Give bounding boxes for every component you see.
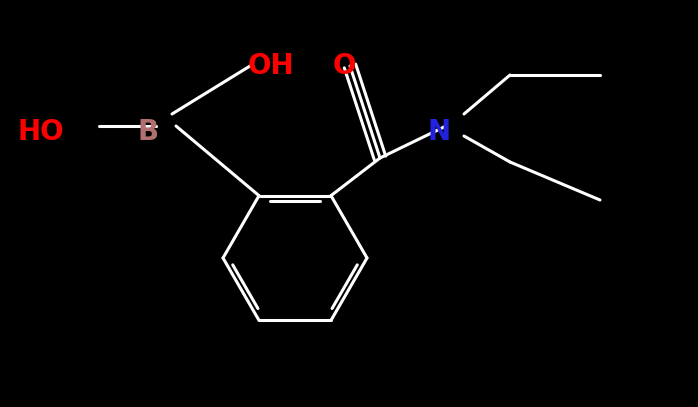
Text: OH: OH [248,52,295,80]
Text: B: B [138,118,159,146]
Text: N: N [427,118,450,146]
Text: HO: HO [18,118,65,146]
Text: O: O [333,52,357,80]
